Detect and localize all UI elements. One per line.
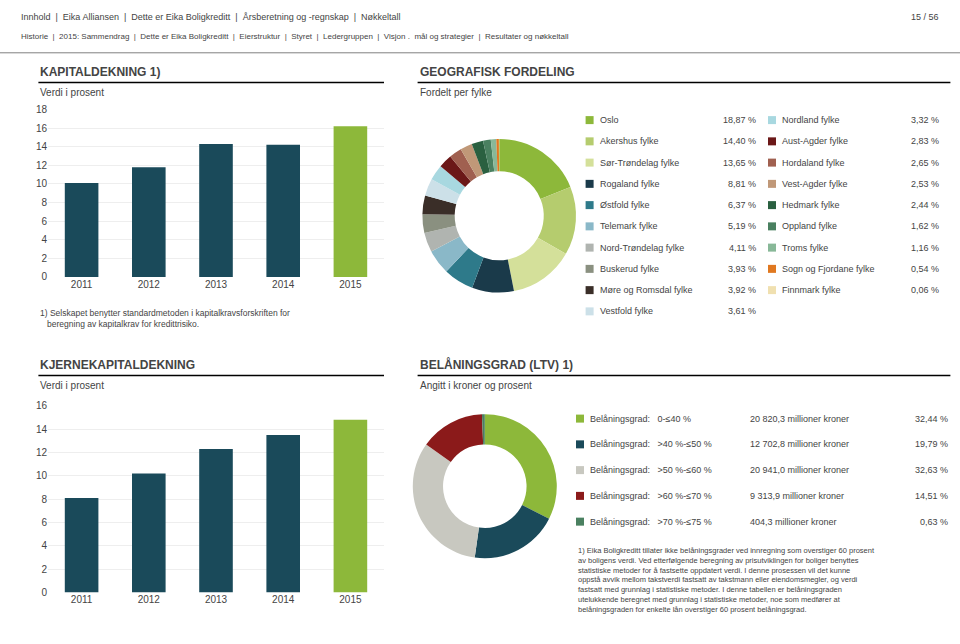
svg-text:Oppland fylke: Oppland fylke — [782, 221, 837, 231]
svg-text:20 941,0 millioner kroner: 20 941,0 millioner kroner — [750, 465, 849, 475]
svg-text:3,32 %: 3,32 % — [911, 115, 939, 125]
svg-text:Østfold fylke: Østfold fylke — [600, 200, 650, 210]
svg-text:1) Eika Boligkreditt tillater: 1) Eika Boligkreditt tillater ikke belån… — [578, 546, 875, 614]
svg-text:12: 12 — [36, 160, 48, 171]
svg-text:12: 12 — [36, 447, 48, 458]
svg-text:404,3 millioner kroner: 404,3 millioner kroner — [750, 517, 837, 527]
svg-text:14,40 %: 14,40 % — [723, 136, 756, 146]
svg-text:4,11 %: 4,11 % — [729, 243, 756, 253]
svg-text:2012: 2012 — [138, 279, 161, 290]
svg-text:2014: 2014 — [272, 594, 295, 605]
svg-text:6: 6 — [41, 216, 47, 227]
svg-text:Nordland fylke: Nordland fylke — [782, 115, 840, 125]
svg-text:0,63 %: 0,63 % — [920, 517, 948, 527]
svg-text:Sør-Trøndelag fylke: Sør-Trøndelag fylke — [600, 158, 679, 168]
svg-text:KJERNEKAPITALDEKNING: KJERNEKAPITALDEKNING — [40, 358, 195, 372]
svg-text:8: 8 — [41, 494, 47, 505]
svg-text:Belåningsgrad: >40 %-≤50 %: Belåningsgrad: >40 %-≤50 % — [590, 439, 712, 449]
svg-text:2014: 2014 — [272, 279, 295, 290]
svg-text:10: 10 — [36, 470, 48, 481]
svg-text:3,61 %: 3,61 % — [728, 306, 756, 316]
svg-text:2,65 %: 2,65 % — [911, 158, 939, 168]
svg-text:32,44 %: 32,44 % — [915, 414, 948, 424]
svg-text:1,62 %: 1,62 % — [911, 221, 939, 231]
svg-text:KAPITALDEKNING 1): KAPITALDEKNING 1) — [40, 65, 160, 79]
svg-text:18: 18 — [36, 104, 48, 115]
svg-text:3,93 %: 3,93 % — [728, 264, 756, 274]
svg-text:Aust-Agder fylke: Aust-Agder fylke — [782, 136, 848, 146]
svg-text:1) Selskapet benytter standard: 1) Selskapet benytter standardmetoden i … — [40, 308, 290, 329]
svg-text:Verdi i prosent: Verdi i prosent — [40, 87, 104, 98]
svg-text:14: 14 — [36, 424, 48, 435]
svg-text:6: 6 — [41, 517, 47, 528]
svg-text:18,87 %: 18,87 % — [723, 115, 756, 125]
svg-text:14: 14 — [36, 141, 48, 152]
svg-text:20 820,3 millioner kroner: 20 820,3 millioner kroner — [750, 414, 849, 424]
svg-text:0: 0 — [41, 587, 47, 598]
svg-text:6,37 %: 6,37 % — [728, 200, 756, 210]
svg-text:2,53 %: 2,53 % — [911, 179, 939, 189]
svg-text:Akershus fylke: Akershus fylke — [600, 136, 659, 146]
svg-text:Vest-Agder fylke: Vest-Agder fylke — [782, 179, 848, 189]
svg-text:14,51 %: 14,51 % — [915, 491, 948, 501]
svg-text:BELÅNINGSGRAD (LTV) 1): BELÅNINGSGRAD (LTV) 1) — [420, 357, 573, 372]
svg-text:2013: 2013 — [205, 594, 228, 605]
svg-text:2011: 2011 — [71, 279, 93, 290]
svg-text:Belåningsgrad: >70 %-≤75 %: Belåningsgrad: >70 %-≤75 % — [590, 517, 712, 527]
svg-text:2011: 2011 — [71, 594, 93, 605]
svg-text:8,81 %: 8,81 % — [728, 179, 756, 189]
svg-text:9 313,9 millioner kroner: 9 313,9 millioner kroner — [750, 491, 844, 501]
svg-text:GEOGRAFISK FORDELING: GEOGRAFISK FORDELING — [420, 65, 575, 79]
svg-text:Historie | 2015: Sammendrag: Historie | 2015: Sammendrag | Dette er E… — [21, 32, 569, 41]
svg-text:Belåningsgrad: >50 %-≤60 %: Belåningsgrad: >50 %-≤60 % — [590, 465, 712, 475]
svg-text:1,16 %: 1,16 % — [911, 243, 939, 253]
svg-text:Hedmark fylke: Hedmark fylke — [782, 200, 840, 210]
svg-text:3,92 %: 3,92 % — [728, 285, 756, 295]
svg-text:Telemark fylke: Telemark fylke — [600, 221, 658, 231]
svg-text:0,06 %: 0,06 % — [911, 285, 939, 295]
svg-text:2,83 %: 2,83 % — [911, 136, 939, 146]
svg-text:2: 2 — [41, 564, 47, 575]
svg-text:32,63 %: 32,63 % — [915, 465, 948, 475]
svg-text:4: 4 — [41, 234, 47, 245]
svg-text:19,79 %: 19,79 % — [915, 439, 948, 449]
svg-text:12 702,8 millioner kroner: 12 702,8 millioner kroner — [750, 439, 849, 449]
svg-text:2,44 %: 2,44 % — [911, 200, 939, 210]
svg-text:15 / 56: 15 / 56 — [911, 12, 939, 22]
svg-text:16: 16 — [36, 400, 48, 411]
svg-text:Belåningsgrad: 0-≤40 %: Belåningsgrad: 0-≤40 % — [590, 414, 691, 424]
svg-text:2012: 2012 — [138, 594, 161, 605]
svg-text:2015: 2015 — [339, 594, 362, 605]
svg-text:13,65 %: 13,65 % — [723, 158, 756, 168]
svg-text:Oslo: Oslo — [600, 115, 619, 125]
svg-text:Buskerud fylke: Buskerud fylke — [600, 264, 659, 274]
svg-text:Verdi i prosent: Verdi i prosent — [40, 380, 104, 391]
svg-text:Vestfold fylke: Vestfold fylke — [600, 306, 653, 316]
svg-text:Fordelt per fylke: Fordelt per fylke — [420, 87, 492, 98]
svg-text:Belåningsgrad: >60 %-≤70 %: Belåningsgrad: >60 %-≤70 % — [590, 491, 712, 501]
svg-text:Innhold | Eika Alliansen |: Innhold | Eika Alliansen | Dette er Eika… — [21, 12, 401, 22]
svg-text:Nord-Trøndelag fylke: Nord-Trøndelag fylke — [600, 243, 684, 253]
svg-text:Sogn og Fjordane fylke: Sogn og Fjordane fylke — [782, 264, 875, 274]
svg-text:Angitt i kroner og prosent: Angitt i kroner og prosent — [420, 380, 532, 391]
svg-text:0,54 %: 0,54 % — [911, 264, 939, 274]
svg-text:16: 16 — [36, 123, 48, 134]
svg-text:10: 10 — [36, 178, 48, 189]
svg-text:Finnmark fylke: Finnmark fylke — [782, 285, 841, 295]
svg-text:Rogaland fylke: Rogaland fylke — [600, 179, 660, 189]
svg-text:4: 4 — [41, 540, 47, 551]
svg-text:0: 0 — [41, 271, 47, 282]
svg-text:8: 8 — [41, 197, 47, 208]
svg-text:Møre og Romsdal fylke: Møre og Romsdal fylke — [600, 285, 693, 295]
svg-text:Hordaland fylke: Hordaland fylke — [782, 158, 845, 168]
svg-text:2: 2 — [41, 253, 47, 264]
svg-text:2015: 2015 — [339, 279, 362, 290]
svg-text:2013: 2013 — [205, 279, 228, 290]
svg-text:Troms fylke: Troms fylke — [782, 243, 828, 253]
svg-text:5,19 %: 5,19 % — [728, 221, 756, 231]
